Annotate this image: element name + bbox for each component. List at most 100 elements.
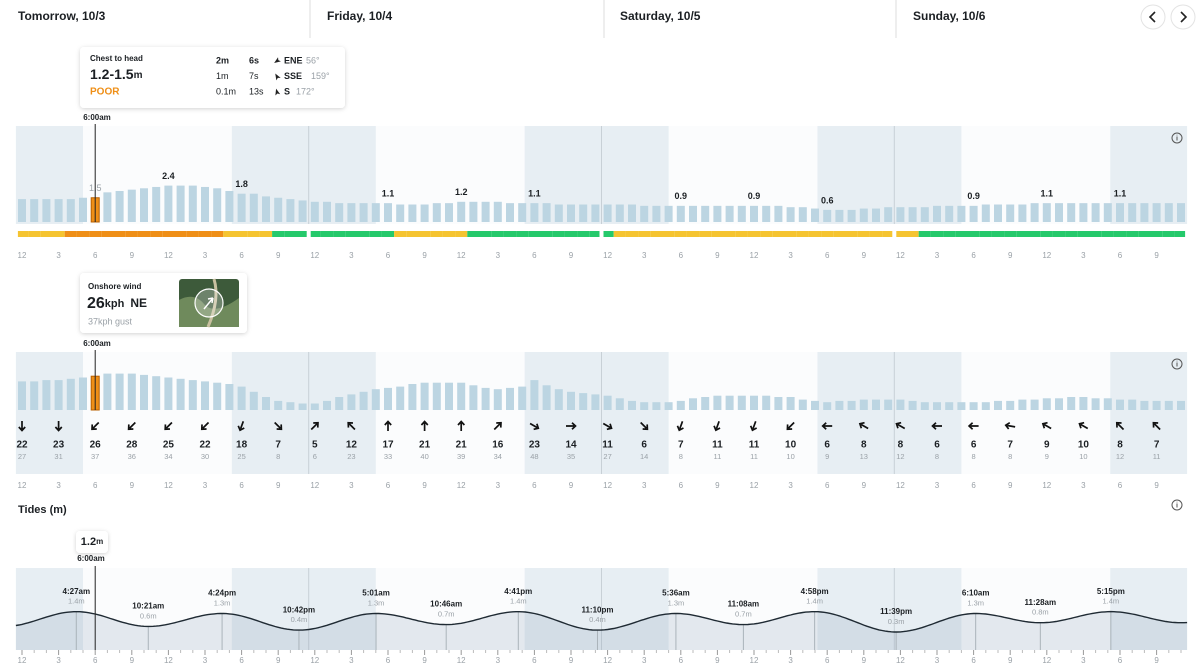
info-icon[interactable] — [1171, 132, 1183, 144]
surf-bar — [945, 205, 954, 222]
rating-segment — [662, 231, 675, 237]
surf-bar — [676, 205, 685, 222]
night-band — [524, 568, 669, 650]
rating-segment — [772, 231, 785, 237]
rating-segment — [613, 231, 626, 237]
surf-bar — [615, 204, 624, 222]
rating-segment — [491, 231, 504, 237]
wind-map-thumbnail[interactable] — [179, 278, 239, 328]
wind-bar — [1177, 400, 1185, 410]
rating-segment — [650, 231, 663, 237]
x-tick-label: 9 — [1154, 251, 1159, 260]
x-tick-label: 3 — [1081, 481, 1086, 490]
surf-bar — [1152, 203, 1161, 222]
surf-bar — [457, 201, 466, 222]
plots: 1.52.41.81.1 1.2 1.1 0.9 0.9 0.6 0.9 1.1 1.112 3 6… — [15, 124, 1188, 665]
surf-bar — [786, 207, 795, 222]
rating-segment — [979, 231, 992, 237]
tide-time-label: 4:24pm — [208, 589, 236, 598]
wind-bar — [30, 381, 39, 410]
rating-segment — [162, 231, 175, 237]
wind-speed-unit: kph — [105, 298, 125, 310]
rating-segment — [150, 231, 163, 237]
wind-bar — [981, 402, 990, 410]
x-tick-label: 6 — [971, 251, 976, 260]
day-tab[interactable]: Saturday, 10/5 — [620, 9, 701, 23]
rating-segment — [699, 231, 712, 237]
tide-time-label: 5:36am — [662, 589, 690, 598]
surf-bar — [1006, 204, 1015, 222]
wind-bar — [201, 381, 209, 410]
day-tab[interactable]: Sunday, 10/6 — [913, 9, 986, 23]
x-tick-label: 6 — [386, 656, 391, 665]
tide-height-label: 0.6m — [140, 611, 157, 620]
info-icon[interactable] — [1171, 358, 1183, 370]
wind-gust-label: 8 — [276, 452, 280, 461]
rating-segment — [845, 231, 858, 237]
surf-bar — [79, 197, 87, 222]
wind-arrow — [54, 421, 63, 432]
next-button[interactable] — [1170, 4, 1196, 30]
wind-bar — [798, 399, 807, 410]
wind-bar — [445, 382, 453, 410]
wind-gust-label: 33 — [384, 452, 392, 461]
prev-button[interactable] — [1140, 4, 1166, 30]
swell-degrees: 172° — [296, 86, 315, 96]
wind-gust-label: 31 — [54, 452, 62, 461]
wind-gust-label: 34 — [494, 452, 502, 461]
rating-segment — [381, 231, 395, 237]
wind-bar — [750, 395, 758, 410]
wind-bar — [603, 395, 612, 410]
rating-segment — [869, 231, 883, 237]
rating-segment — [296, 231, 307, 237]
rating-segment — [991, 231, 1005, 237]
day-tab[interactable]: Friday, 10/4 — [327, 9, 392, 23]
x-tick-label: 3 — [349, 656, 354, 665]
rating-segment — [760, 231, 773, 237]
surf-bar — [323, 201, 331, 222]
surf-bar — [506, 203, 514, 222]
wind-bar — [628, 400, 636, 410]
tide-time-label: 4:27am — [63, 587, 91, 596]
wind-bar — [103, 373, 112, 410]
night-band — [231, 568, 376, 650]
wind-bar — [323, 400, 331, 410]
tide-curve — [15, 610, 1188, 633]
wind-speed-label: 14 — [565, 440, 577, 451]
wind-bar — [811, 400, 819, 410]
wind-arrow — [895, 421, 906, 430]
info-icon[interactable] — [1171, 499, 1183, 511]
rating-segment — [1077, 231, 1090, 237]
wind-speed-label: 5 — [312, 440, 318, 451]
swell-period: 7s — [249, 71, 259, 81]
tide-current: 1.2m — [81, 536, 103, 548]
rating-segment — [284, 231, 297, 237]
rating-segment — [1162, 231, 1175, 237]
x-tick-label: 6 — [679, 251, 684, 260]
wind-bar — [542, 385, 551, 410]
day-tab[interactable]: Tomorrow, 10/3 — [18, 9, 106, 23]
x-tick-label: 12 — [1042, 481, 1051, 490]
data-label: 2.4 — [162, 171, 175, 181]
surf-bar — [347, 203, 356, 222]
wind-speed-label: 22 — [16, 440, 28, 451]
rating-segment — [723, 231, 736, 237]
x-tick-label: 6 — [532, 656, 537, 665]
tide-time-label: 10:46am — [430, 600, 462, 609]
surf-bar — [701, 205, 710, 222]
tide-height-label: 1.4m — [806, 597, 823, 606]
wind-speed-label: 7 — [678, 440, 684, 451]
wind-bar — [1079, 397, 1088, 410]
wind-speed-label: 11 — [749, 440, 760, 451]
swell-height: 1m — [216, 71, 229, 81]
x-tick-label: 3 — [203, 251, 208, 260]
surf-height: 1.2-1.5m — [90, 66, 143, 82]
swell-height: 2m — [216, 55, 229, 65]
x-tick-label: 12 — [896, 251, 905, 260]
data-label: 1.1 — [382, 189, 395, 199]
wind-speed-label: 8 — [1117, 440, 1123, 451]
surf-bar — [603, 204, 612, 222]
wind-speed-label: 18 — [236, 440, 248, 451]
x-tick-label: 9 — [1154, 656, 1159, 665]
